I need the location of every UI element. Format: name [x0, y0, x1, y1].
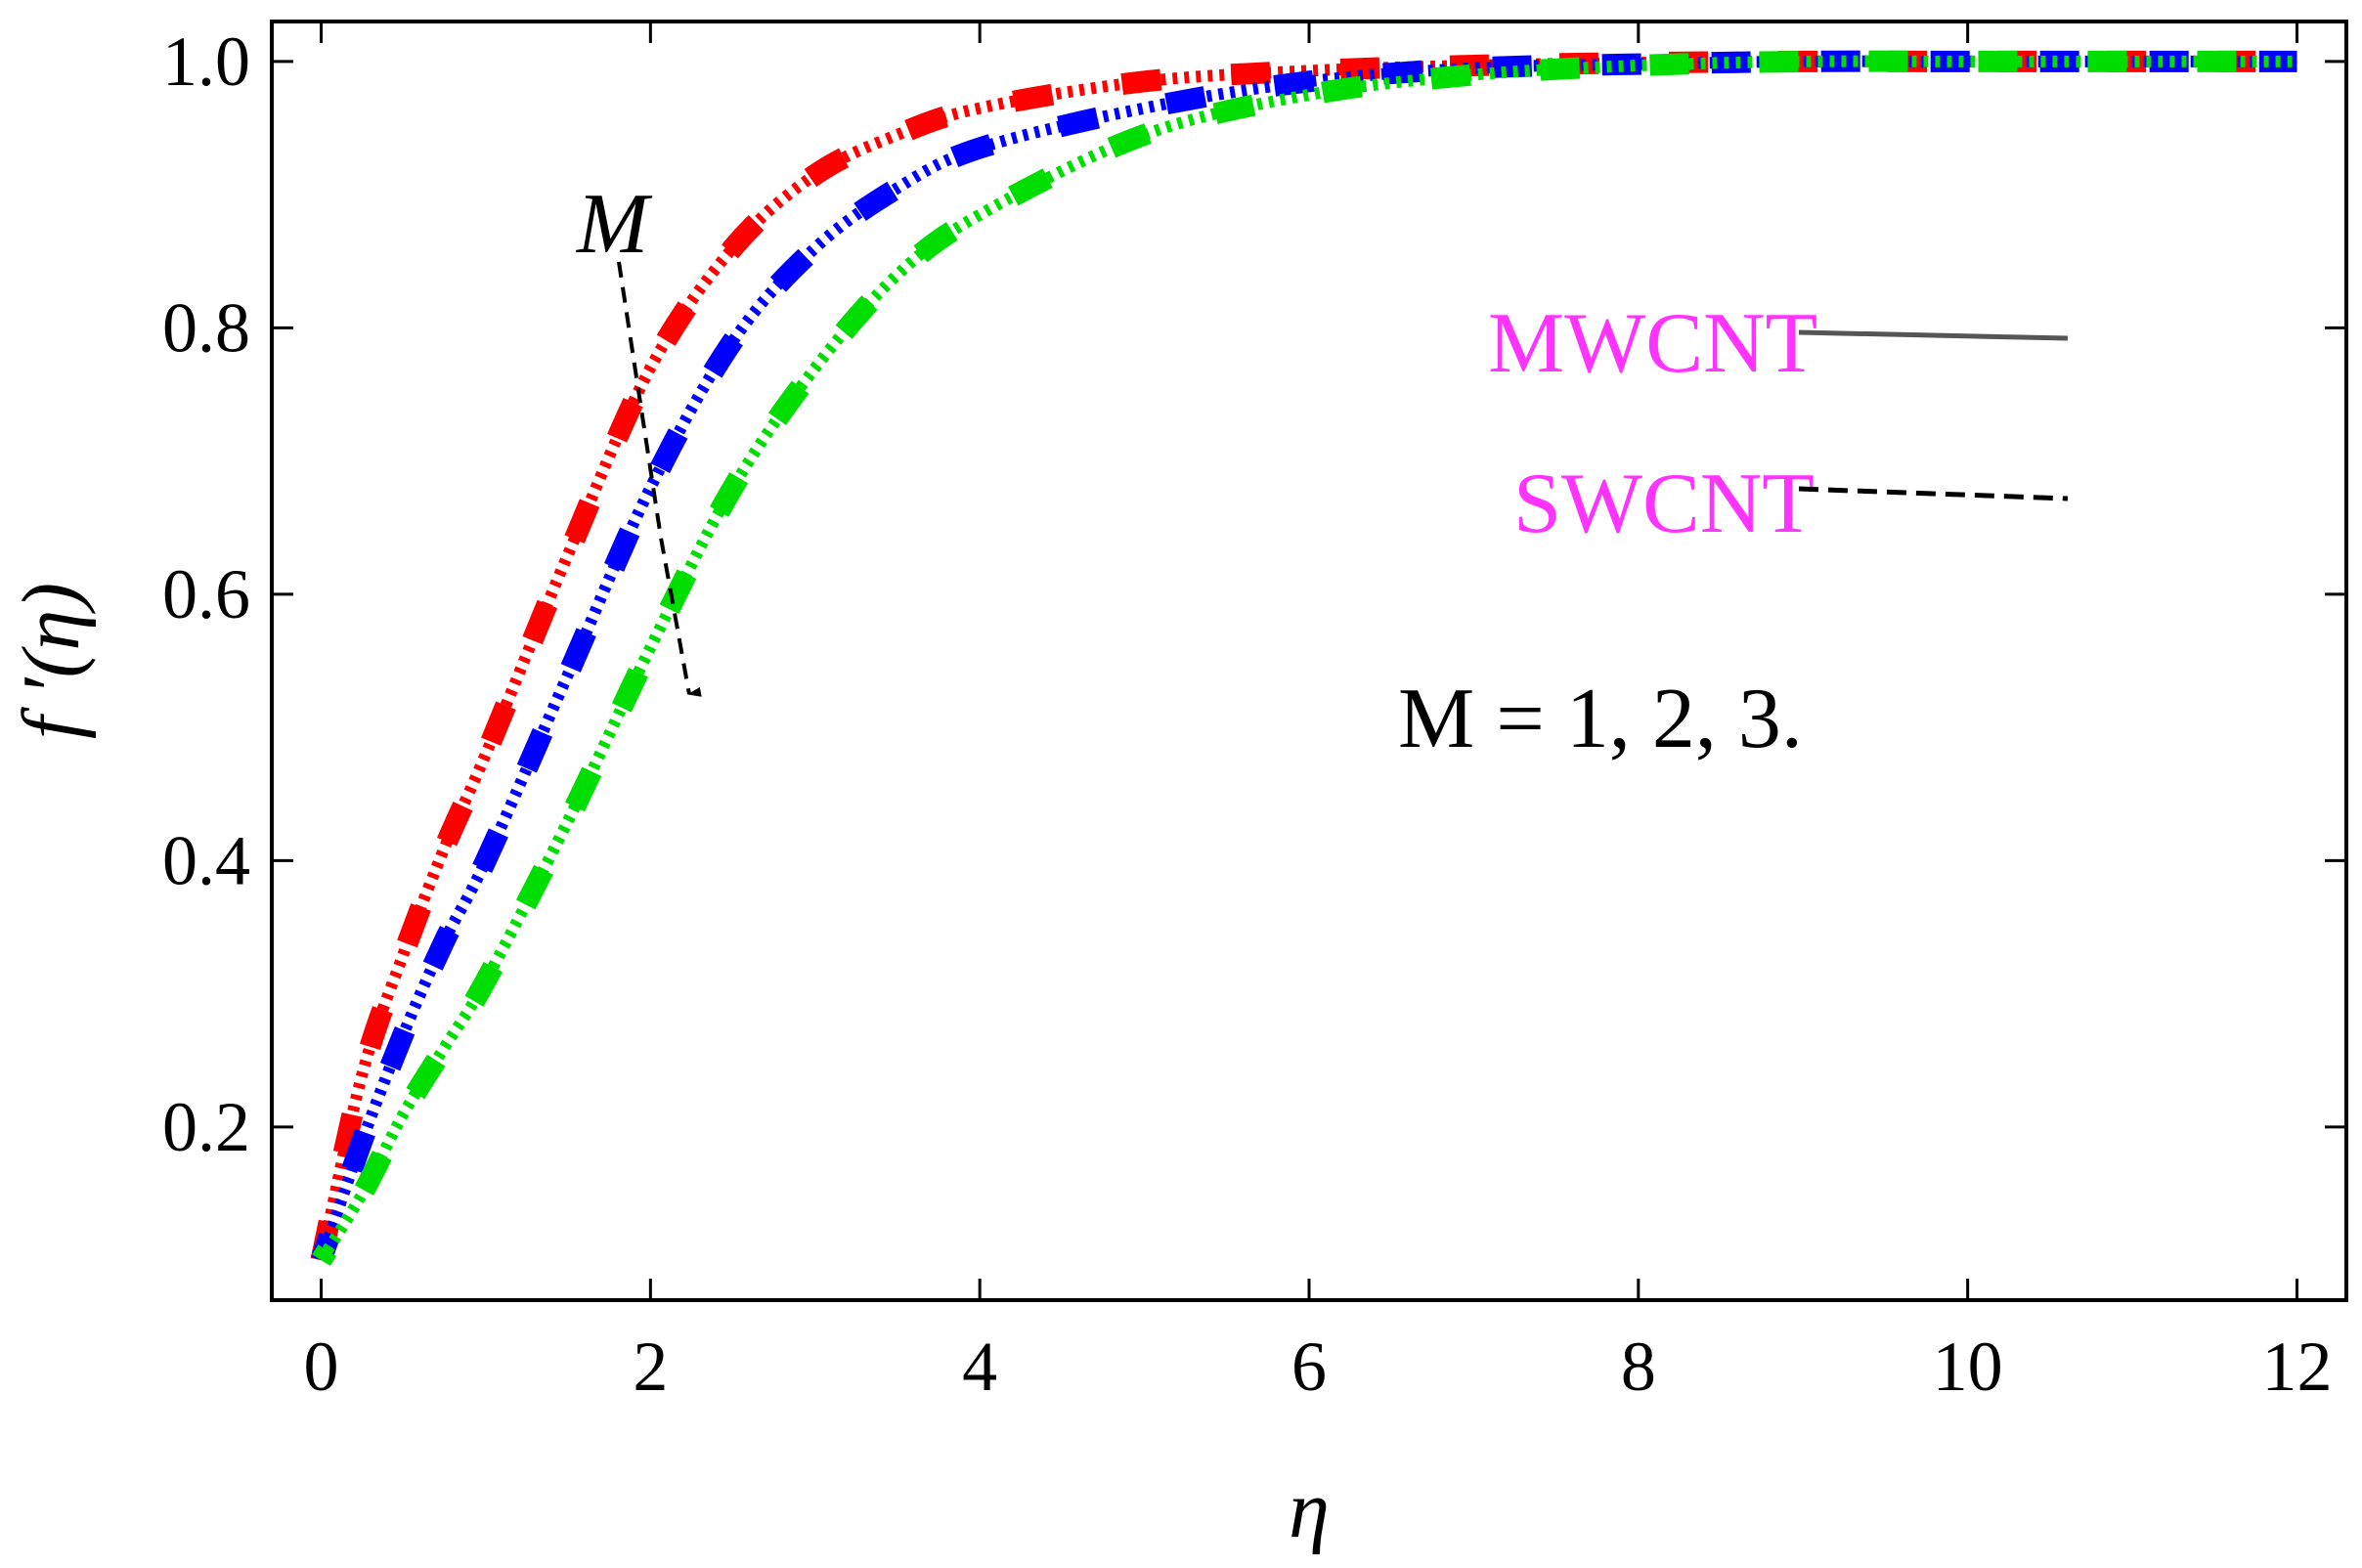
annotation-m-values: M = 1, 2, 3.: [1398, 672, 1803, 766]
legend-label-swcnt: SWCNT: [1513, 457, 1815, 551]
x-tick-label: 2: [633, 1328, 668, 1406]
y-axis-title: f ′(η): [6, 583, 97, 739]
legend-line-mwcnt: [1798, 329, 2069, 341]
x-tick-label: 4: [962, 1328, 997, 1406]
y-tick-label: 1.0: [162, 22, 250, 101]
ticks-layer: 0 2 4 6 8 10 12 0.2 0.4 0.6 0.8 1.0: [162, 22, 2346, 1406]
x-tick-label: 0: [304, 1328, 339, 1406]
legend-label-mwcnt: MWCNT: [1488, 296, 1817, 391]
series-layer: [310, 50, 2297, 1266]
legend: MWCNT SWCNT: [1488, 296, 2069, 551]
x-tick-label: 10: [1933, 1328, 2003, 1406]
series-line-swcnt: [315, 55, 2297, 1262]
x-tick-label: 6: [1291, 1328, 1327, 1406]
y-tick-label: 0.6: [162, 555, 250, 633]
x-tick-label: 12: [2261, 1328, 2332, 1406]
x-tick-label: 8: [1621, 1328, 1656, 1406]
y-tick-label: 0.8: [162, 288, 250, 367]
y-tick-label: 0.4: [162, 821, 250, 899]
x-axis-title: η: [1289, 1464, 1330, 1555]
annotation-m-label: M: [575, 177, 653, 272]
legend-line-swcnt: [1798, 486, 2069, 501]
series-line-mwcnt: [312, 50, 2297, 1266]
series-line-swcnt: [315, 55, 2297, 1263]
y-tick-label: 0.2: [162, 1088, 250, 1166]
annotation-m-arrow: M: [575, 177, 702, 697]
annotation-arrow: [617, 261, 702, 697]
